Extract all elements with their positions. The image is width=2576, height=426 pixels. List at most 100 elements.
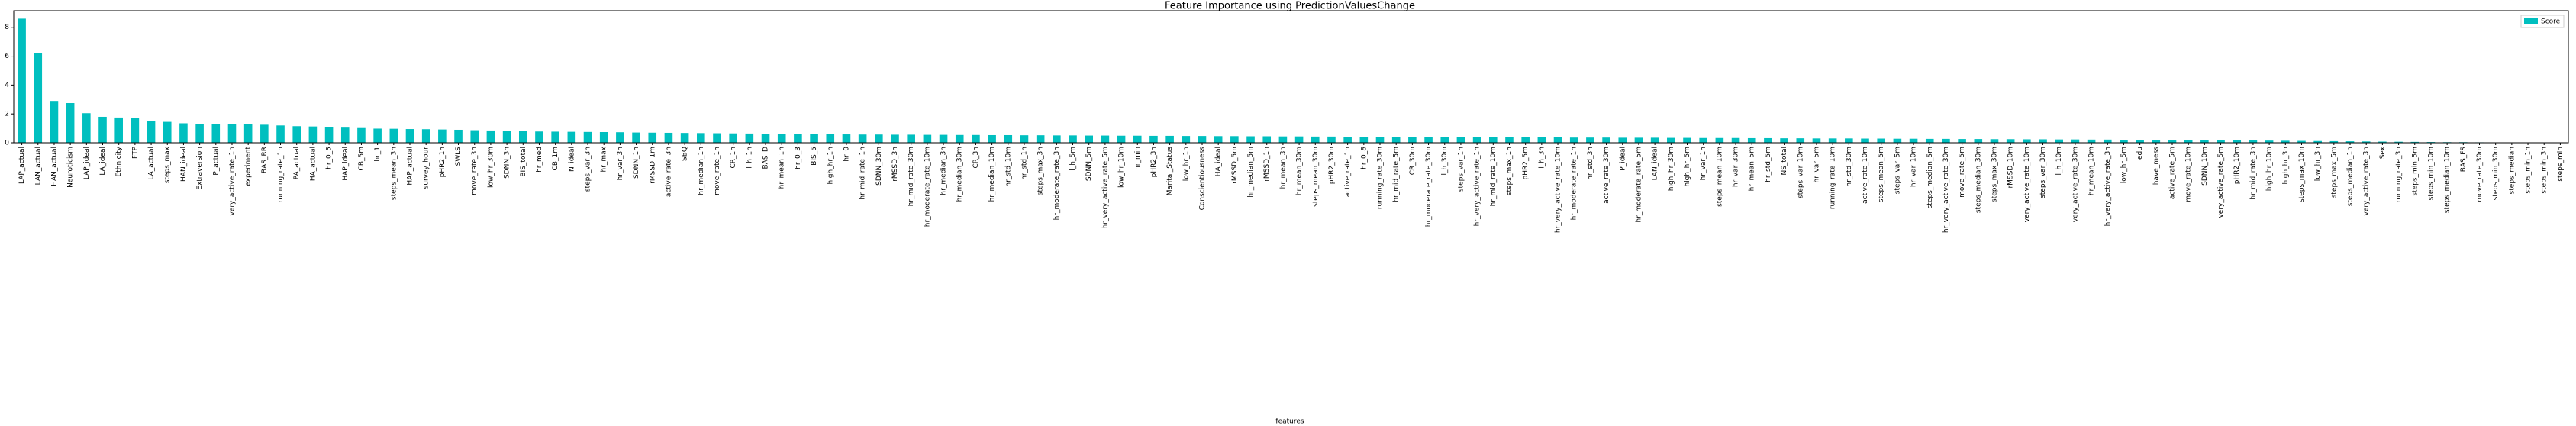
x-tick-label: SDNN_3h (504, 147, 511, 179)
x-tick-label: steps_mean_3h (390, 147, 398, 200)
x-tick-label: hr_very_active_rate_10m (1555, 147, 1562, 233)
x-tick-label: LAN_ideal (1652, 147, 1659, 180)
x-tick-label: edu (2136, 147, 2144, 160)
bar (2168, 140, 2177, 143)
bar (842, 134, 851, 143)
x-tick-label: l_h_3h (1538, 147, 1546, 169)
bar (2087, 139, 2096, 143)
bar (664, 132, 673, 143)
x-tick-label: HA_ideal (1215, 147, 1223, 176)
bar (794, 134, 802, 143)
bar (2297, 140, 2306, 143)
x-tick-label: hr_0_3 (795, 147, 802, 169)
x-tick-label: l_h_10m (2055, 147, 2063, 175)
bar (324, 127, 334, 143)
x-tick-label: running_rate_1h (277, 147, 285, 202)
bar (82, 113, 91, 143)
bar (2249, 140, 2258, 143)
x-tick-label: steps_var_10m (1797, 147, 1804, 198)
x-tick-label: CR_1h (730, 147, 737, 168)
bar (2023, 139, 2031, 143)
x-tick-label: steps_min_3h (2541, 147, 2549, 194)
bar (648, 132, 657, 143)
bar (2136, 140, 2144, 143)
x-tick-label: HAP_ideal (342, 147, 350, 181)
bar (518, 131, 527, 143)
x-tick-label: hr_very_active_rate_30m (1942, 147, 1950, 233)
x-tick-label: steps_max_1h (1506, 147, 1514, 195)
bar (907, 134, 915, 143)
x-tick-label: Extraversion (196, 147, 204, 190)
x-tick-label: very_active_rate_30m (2071, 147, 2079, 222)
bar (1780, 138, 1788, 143)
bar (2378, 141, 2387, 143)
bar (2071, 139, 2080, 143)
bar (1424, 137, 1433, 143)
x-tick-label: steps_max_3h (1037, 147, 1045, 195)
y-tick-label: 4 (5, 82, 9, 89)
x-tick-label: running_rate_30m (1377, 147, 1385, 209)
x-tick-label: BIS_total (520, 147, 527, 177)
x-tick-label: hr_moderate_rate_30m (1425, 147, 1433, 227)
x-tick-label: low_hr_5m (2120, 147, 2128, 183)
x-tick-label: hr_median_3h (940, 147, 948, 195)
x-tick-label: steps_median_30m (1975, 147, 1982, 213)
bar (1294, 136, 1304, 143)
bar (131, 118, 140, 143)
x-tick-label: steps_min_30m (2492, 147, 2500, 200)
bar (810, 134, 818, 143)
bar (18, 18, 26, 143)
x-tick-label: pHR2_30m (1328, 147, 1336, 184)
legend-label: Score (2541, 18, 2561, 26)
x-tick-label: steps_min_1h (2525, 147, 2532, 194)
x-tick-label: FTP (131, 146, 139, 159)
x-tick-label: hr_mid_rate_10m (1490, 147, 1498, 206)
x-tick-label: hr_very_active_rate_3h (2104, 147, 2112, 226)
bar (1214, 136, 1223, 143)
x-tick-label: steps_median_1h (2347, 147, 2355, 206)
bar (583, 131, 592, 143)
bar (1699, 137, 1707, 143)
x-tick-label: very_active_rate_10m (2023, 147, 2031, 222)
x-tick-label: HAN_ideal (180, 147, 188, 182)
bar (114, 117, 123, 143)
bar (1488, 137, 1498, 143)
bar (1472, 137, 1481, 143)
x-tick-label: survey_hour (423, 147, 430, 189)
x-tick-label: high_hr_10m (2266, 147, 2274, 191)
bar (2265, 140, 2274, 143)
x-tick-label: high_hr_30m (1668, 147, 1675, 191)
bar (1877, 138, 1885, 143)
bar (1634, 137, 1643, 143)
x-tick-label: CR_3h (972, 147, 980, 168)
bar (373, 128, 382, 143)
bar (1764, 137, 1772, 143)
bar (1165, 135, 1174, 143)
x-tick-label: pHR2_5m (1522, 147, 1530, 179)
x-tick-label: SDNN_1h (633, 147, 640, 179)
bar (551, 131, 559, 143)
bar (1942, 138, 1950, 143)
bar (535, 131, 543, 143)
x-tick-label: rMSSD_5m (1231, 147, 1239, 184)
x-tick-label: hr_mean_30m (1296, 147, 1304, 195)
bar (50, 101, 59, 143)
x-tick-label: pHR2_10m (2233, 147, 2241, 184)
y-tick-label: 2 (5, 111, 9, 118)
x-tick-label: hr_median_5m (1247, 147, 1255, 198)
x-tick-label: move_rate_30m (2476, 147, 2484, 202)
bar (1343, 137, 1352, 143)
bar (2184, 140, 2193, 143)
x-tick-label: SWLS (455, 147, 463, 166)
y-tick-label: 8 (5, 24, 9, 31)
bar (1053, 135, 1061, 143)
bar (1505, 137, 1514, 143)
x-tick-label: rMSSD_1m (649, 147, 656, 184)
bar (211, 124, 221, 143)
x-tick-label: steps_min_10m (2427, 147, 2435, 200)
x-tick-label: active_rate_30m (1603, 147, 1610, 204)
bar (2410, 141, 2420, 143)
bar (1893, 138, 1902, 143)
bar (2313, 140, 2322, 143)
x-tick-label: hr_max (601, 146, 608, 172)
